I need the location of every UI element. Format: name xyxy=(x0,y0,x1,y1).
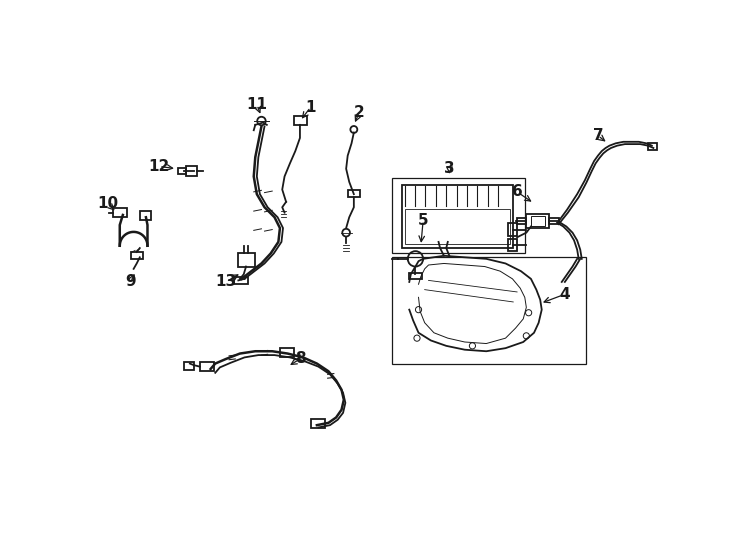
Bar xyxy=(508,224,517,236)
Text: 4: 4 xyxy=(559,287,570,302)
Bar xyxy=(200,362,214,372)
Text: 5: 5 xyxy=(418,213,429,228)
Text: 1: 1 xyxy=(305,100,316,114)
Text: 3: 3 xyxy=(444,161,454,176)
Bar xyxy=(404,210,510,244)
Bar xyxy=(410,273,421,279)
Bar xyxy=(310,419,324,428)
Text: 11: 11 xyxy=(247,97,267,112)
Bar xyxy=(550,218,559,224)
Bar xyxy=(234,276,248,284)
Bar xyxy=(131,252,143,259)
Bar xyxy=(531,217,545,226)
Text: 12: 12 xyxy=(148,159,170,174)
Text: 9: 9 xyxy=(126,274,136,289)
Bar xyxy=(348,190,360,197)
Text: 10: 10 xyxy=(97,196,118,211)
Text: 6: 6 xyxy=(512,184,523,199)
Bar xyxy=(294,116,307,125)
Text: 2: 2 xyxy=(354,105,365,120)
Bar xyxy=(113,208,127,217)
Bar xyxy=(139,211,151,220)
Bar xyxy=(401,185,513,248)
Bar xyxy=(648,143,657,150)
Bar xyxy=(393,257,586,363)
Bar xyxy=(184,362,194,370)
Bar xyxy=(508,239,517,251)
Text: 7: 7 xyxy=(592,128,603,143)
Bar xyxy=(186,166,197,176)
Bar xyxy=(393,178,525,253)
Bar xyxy=(517,218,526,224)
Bar xyxy=(239,253,255,267)
Text: 8: 8 xyxy=(294,352,305,367)
Text: 13: 13 xyxy=(216,274,236,289)
Bar xyxy=(178,168,186,174)
Bar xyxy=(280,348,294,357)
Bar xyxy=(526,214,550,228)
